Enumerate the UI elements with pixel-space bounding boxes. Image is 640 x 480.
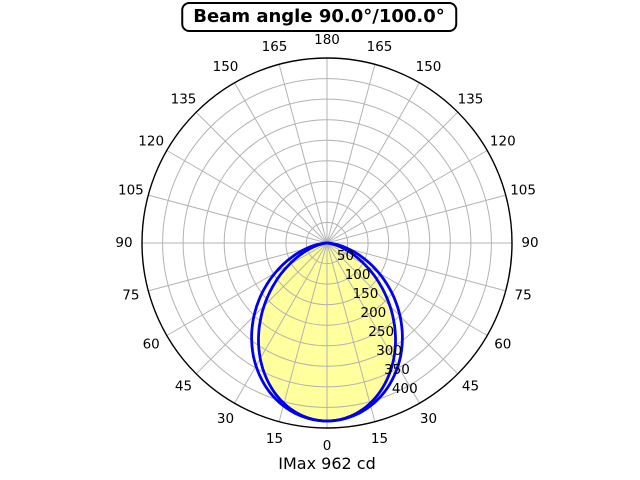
angle-tick-label: 135 — [458, 92, 484, 108]
angle-tick-label: 165 — [262, 39, 288, 55]
polar-grid-spoke — [326, 150, 488, 244]
polar-grid-spoke — [278, 64, 328, 244]
radius-tick-label: 250 — [368, 324, 394, 340]
polar-grid-spoke — [326, 194, 506, 244]
beam-curve-90 — [257, 241, 397, 423]
polar-grid-spoke — [234, 242, 328, 404]
radius-tick-label: 350 — [384, 362, 410, 378]
polar-grid-spoke — [326, 242, 420, 404]
radius-tick-label: 150 — [353, 286, 379, 302]
angle-tick-label: 15 — [266, 431, 283, 447]
polar-grid-spoke — [148, 194, 328, 244]
angle-tick-label: 165 — [367, 39, 393, 55]
polar-grid-spoke — [326, 242, 376, 422]
polar-grid-spoke — [195, 111, 328, 244]
angle-tick-label: 120 — [490, 134, 516, 150]
polar-grid-spoke — [326, 64, 376, 244]
angle-tick-label: 90 — [521, 235, 538, 251]
angle-tick-label: 150 — [213, 59, 239, 75]
angle-tick-label: 30 — [217, 411, 234, 427]
polar-grid-spoke — [326, 111, 459, 244]
polar-grid-spoke — [326, 242, 488, 336]
polar-grid-spoke — [234, 82, 328, 244]
angle-tick-label: 150 — [416, 59, 442, 75]
radius-tick-label: 200 — [361, 305, 387, 321]
angle-tick-label: 105 — [118, 183, 144, 199]
polar-grid-spoke — [166, 150, 328, 244]
polar-grid-spoke — [148, 242, 328, 292]
polar-grid-spoke — [326, 82, 420, 244]
radius-tick-label: 50 — [337, 248, 354, 264]
polar-outer-circle — [141, 57, 513, 429]
angle-tick-label: 30 — [420, 411, 437, 427]
chart-title: Beam angle 90.0°/100.0° — [181, 2, 457, 32]
radius-tick-label: 100 — [345, 267, 371, 283]
angle-tick-label: 60 — [143, 337, 160, 353]
angle-tick-label: 15 — [371, 431, 388, 447]
radius-tick-label: 300 — [376, 343, 402, 359]
polar-grid-spoke — [166, 242, 328, 336]
angle-tick-label: 90 — [115, 235, 132, 251]
polar-grid-spoke — [195, 242, 328, 375]
angle-tick-label: 60 — [494, 337, 511, 353]
angle-tick-label: 180 — [314, 32, 340, 48]
angle-tick-label: 0 — [323, 438, 332, 454]
polar-grid-spoke — [326, 242, 506, 292]
angle-tick-label: 75 — [515, 288, 532, 304]
polar-grid-spoke — [326, 242, 459, 375]
angle-tick-label: 105 — [510, 183, 536, 199]
angle-tick-label: 120 — [138, 134, 164, 150]
radius-tick-label: 400 — [392, 381, 418, 397]
angle-tick-label: 45 — [175, 379, 192, 395]
angle-tick-label: 135 — [171, 92, 197, 108]
imax-label: IMax 962 cd — [278, 454, 376, 473]
polar-grid-spoke — [278, 242, 328, 422]
angle-tick-label: 45 — [462, 379, 479, 395]
angle-tick-label: 75 — [122, 288, 139, 304]
